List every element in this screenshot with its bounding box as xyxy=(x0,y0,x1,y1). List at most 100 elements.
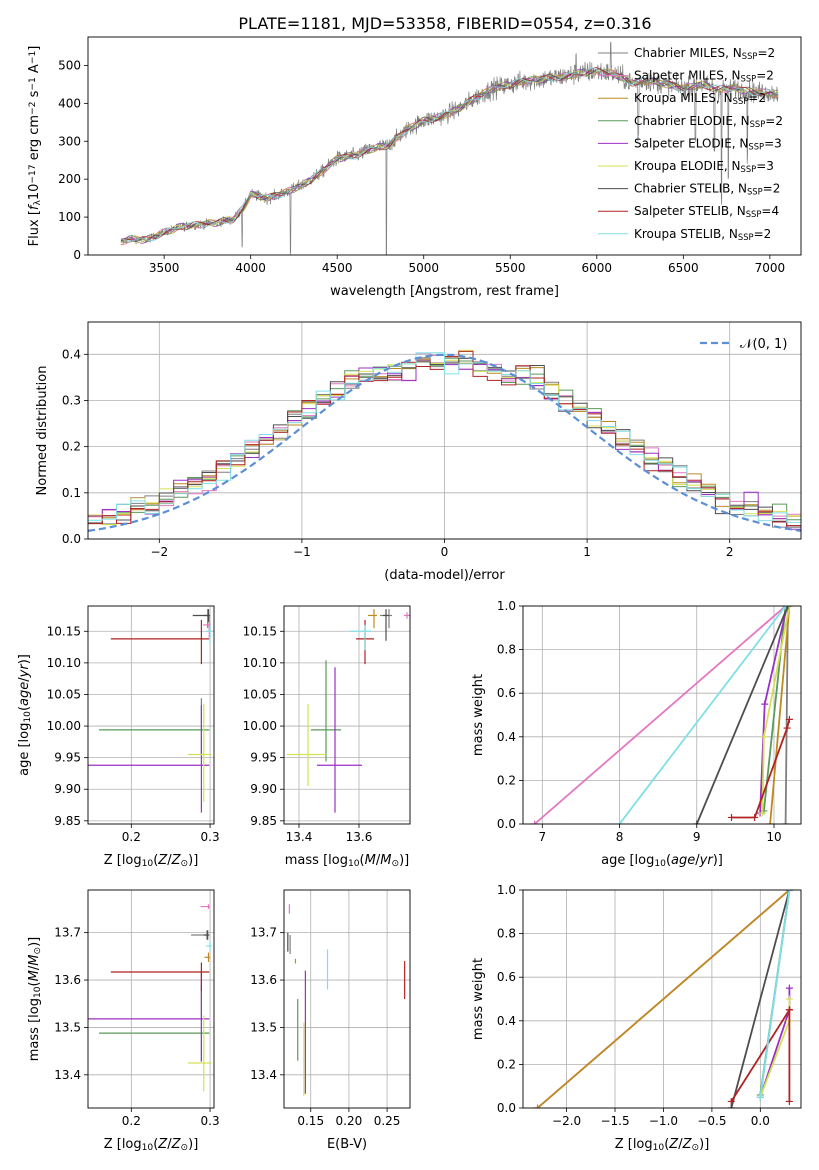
plot-area xyxy=(120,41,779,255)
weight-marker xyxy=(782,606,790,610)
cumulative-weight-line xyxy=(759,988,791,1098)
axes-frame xyxy=(87,321,802,540)
weight-marker xyxy=(785,1006,793,1014)
cumulative-weight-line xyxy=(730,890,791,1108)
legend-entry: Kroupa STELIB, NSSP=2 xyxy=(634,227,771,242)
weight-marker xyxy=(766,820,774,824)
y-tick-label: 13.6 xyxy=(54,973,81,987)
y-tick-label: 13.6 xyxy=(250,973,277,987)
x-tick-label: 8 xyxy=(616,830,624,844)
y-axis-label: mass weight xyxy=(471,958,486,1040)
y-tick-label: 13.4 xyxy=(54,1068,81,1082)
y-tick-label: 0.6 xyxy=(497,686,516,700)
x-tick-label: 0.2 xyxy=(122,830,141,844)
panel-age_vs_Z: 0.2 0.3 9.85 9.90 9.95 10.00 10.05 10.10 10.15 Z … xyxy=(17,605,220,869)
y-tick-label: 0 xyxy=(73,248,81,262)
y-tick-label: 10.10 xyxy=(243,656,277,670)
weight-marker xyxy=(782,820,790,824)
x-tick-label: 7 xyxy=(538,830,546,844)
axes-frame xyxy=(87,889,215,1109)
weight-marker xyxy=(761,700,769,708)
legend: Chabrier MILES, NSSP=2 Salpeter MILES, NS… xyxy=(598,46,783,242)
weight-marker xyxy=(785,995,793,1003)
axes-frame xyxy=(283,889,411,1109)
y-tick-label: 1.0 xyxy=(497,599,516,613)
plot-area xyxy=(88,609,212,813)
x-tick-label: 3500 xyxy=(149,261,180,275)
y-tick-label: 13.5 xyxy=(54,1020,81,1034)
y-tick-label: 9.85 xyxy=(54,814,81,828)
figure-title: PLATE=1181, MJD=53358, FIBERID=0554, z=0… xyxy=(238,14,651,33)
weight-marker xyxy=(727,1097,735,1105)
weight-marker xyxy=(531,820,539,824)
y-tick-label: 9.95 xyxy=(250,751,277,765)
y-tick-label: 0.3 xyxy=(62,393,81,407)
y-tick-label: 0.4 xyxy=(62,347,81,361)
y-tick-label: 10.15 xyxy=(47,624,81,638)
weight-marker xyxy=(727,1104,735,1108)
axes-frame xyxy=(522,889,802,1109)
y-tick-label: 400 xyxy=(58,96,81,110)
x-axis-label: age [log10(age/yr)] xyxy=(601,853,723,869)
spectrum-model-line xyxy=(120,70,779,244)
x-tick-label: 0.3 xyxy=(201,830,220,844)
plot-area xyxy=(531,606,793,824)
y-tick-label: 1.0 xyxy=(497,883,516,897)
x-tick-label: 6500 xyxy=(668,261,699,275)
x-tick-label: 5500 xyxy=(495,261,526,275)
legend-entry: Chabrier MILES, NSSP=2 xyxy=(634,46,775,61)
y-tick-label: 10.00 xyxy=(243,719,277,733)
legend-entry: Kroupa MILES, NSSP=2 xyxy=(634,91,766,106)
y-tick-label: 0.2 xyxy=(62,440,81,454)
x-tick-label: −1 xyxy=(293,545,311,559)
x-tick-label: 4000 xyxy=(235,261,266,275)
legend-entry: Chabrier STELIB, NSSP=2 xyxy=(634,182,780,197)
y-tick-label: 0.2 xyxy=(497,773,516,787)
weight-marker xyxy=(756,1093,764,1101)
axes-frame xyxy=(87,36,802,256)
y-tick-label: 9.85 xyxy=(250,814,277,828)
panel-mass_vs_EBV: 0.15 0.20 0.25 13.4 13.5 13.6 13.7 E(B-V) xyxy=(250,889,411,1152)
panel-age_vs_mass: 13.4 13.6 9.85 9.90 9.95 10.00 10.05 10.10 10.15… xyxy=(243,605,411,869)
y-tick-label: 0.4 xyxy=(497,1014,516,1028)
x-tick-label: 0.2 xyxy=(122,1114,141,1128)
x-tick-label: 0.25 xyxy=(374,1114,401,1128)
legend-entry: 𝒩(0, 1) xyxy=(740,337,787,352)
plot-area xyxy=(88,349,801,532)
x-tick-label: −2 xyxy=(150,545,168,559)
y-tick-label: 9.90 xyxy=(54,782,81,796)
y-tick-label: 10.15 xyxy=(243,624,277,638)
x-tick-label: 4500 xyxy=(322,261,353,275)
cumulative-weight-line xyxy=(784,606,789,824)
y-tick-label: 13.7 xyxy=(250,926,277,940)
y-tick-label: 200 xyxy=(58,172,81,186)
x-tick-label: 1 xyxy=(583,545,591,559)
plot-area xyxy=(287,609,410,813)
panel-residuals: −2 −1 0 1 2 0.0 0.1 0.2 0.3 0.4 (data-model)/error… xyxy=(35,321,802,583)
weight-marker xyxy=(534,1104,542,1108)
cumulative-weight-line xyxy=(695,606,789,824)
y-tick-label: 0.4 xyxy=(497,730,516,744)
weight-marker xyxy=(728,813,735,821)
y-axis-label: mass weight xyxy=(471,674,486,756)
cumulative-weight-line xyxy=(534,606,787,824)
plot-area xyxy=(287,904,406,1097)
y-tick-label: 0.2 xyxy=(497,1057,516,1071)
x-tick-label: 7000 xyxy=(755,261,786,275)
legend-entry: Chabrier ELODIE, NSSP=2 xyxy=(634,114,783,129)
x-tick-label: 9 xyxy=(693,830,701,844)
x-tick-label: 5000 xyxy=(408,261,439,275)
normal-reference-curve xyxy=(88,353,801,532)
weight-marker xyxy=(785,715,793,723)
y-tick-label: 300 xyxy=(58,134,81,148)
weight-marker xyxy=(785,890,793,894)
x-tick-label: 13.4 xyxy=(286,830,313,844)
cumulative-weight-line xyxy=(759,890,791,1098)
y-axis-label: Normed distribution xyxy=(35,366,50,496)
cumulative-weight-line xyxy=(731,719,791,819)
legend-entry: Salpeter STELIB, NSSP=4 xyxy=(634,204,779,219)
x-tick-label: −1.5 xyxy=(600,1114,629,1128)
x-axis-label: mass [log10(M/M⊙)] xyxy=(285,853,409,869)
weight-marker xyxy=(785,606,793,610)
